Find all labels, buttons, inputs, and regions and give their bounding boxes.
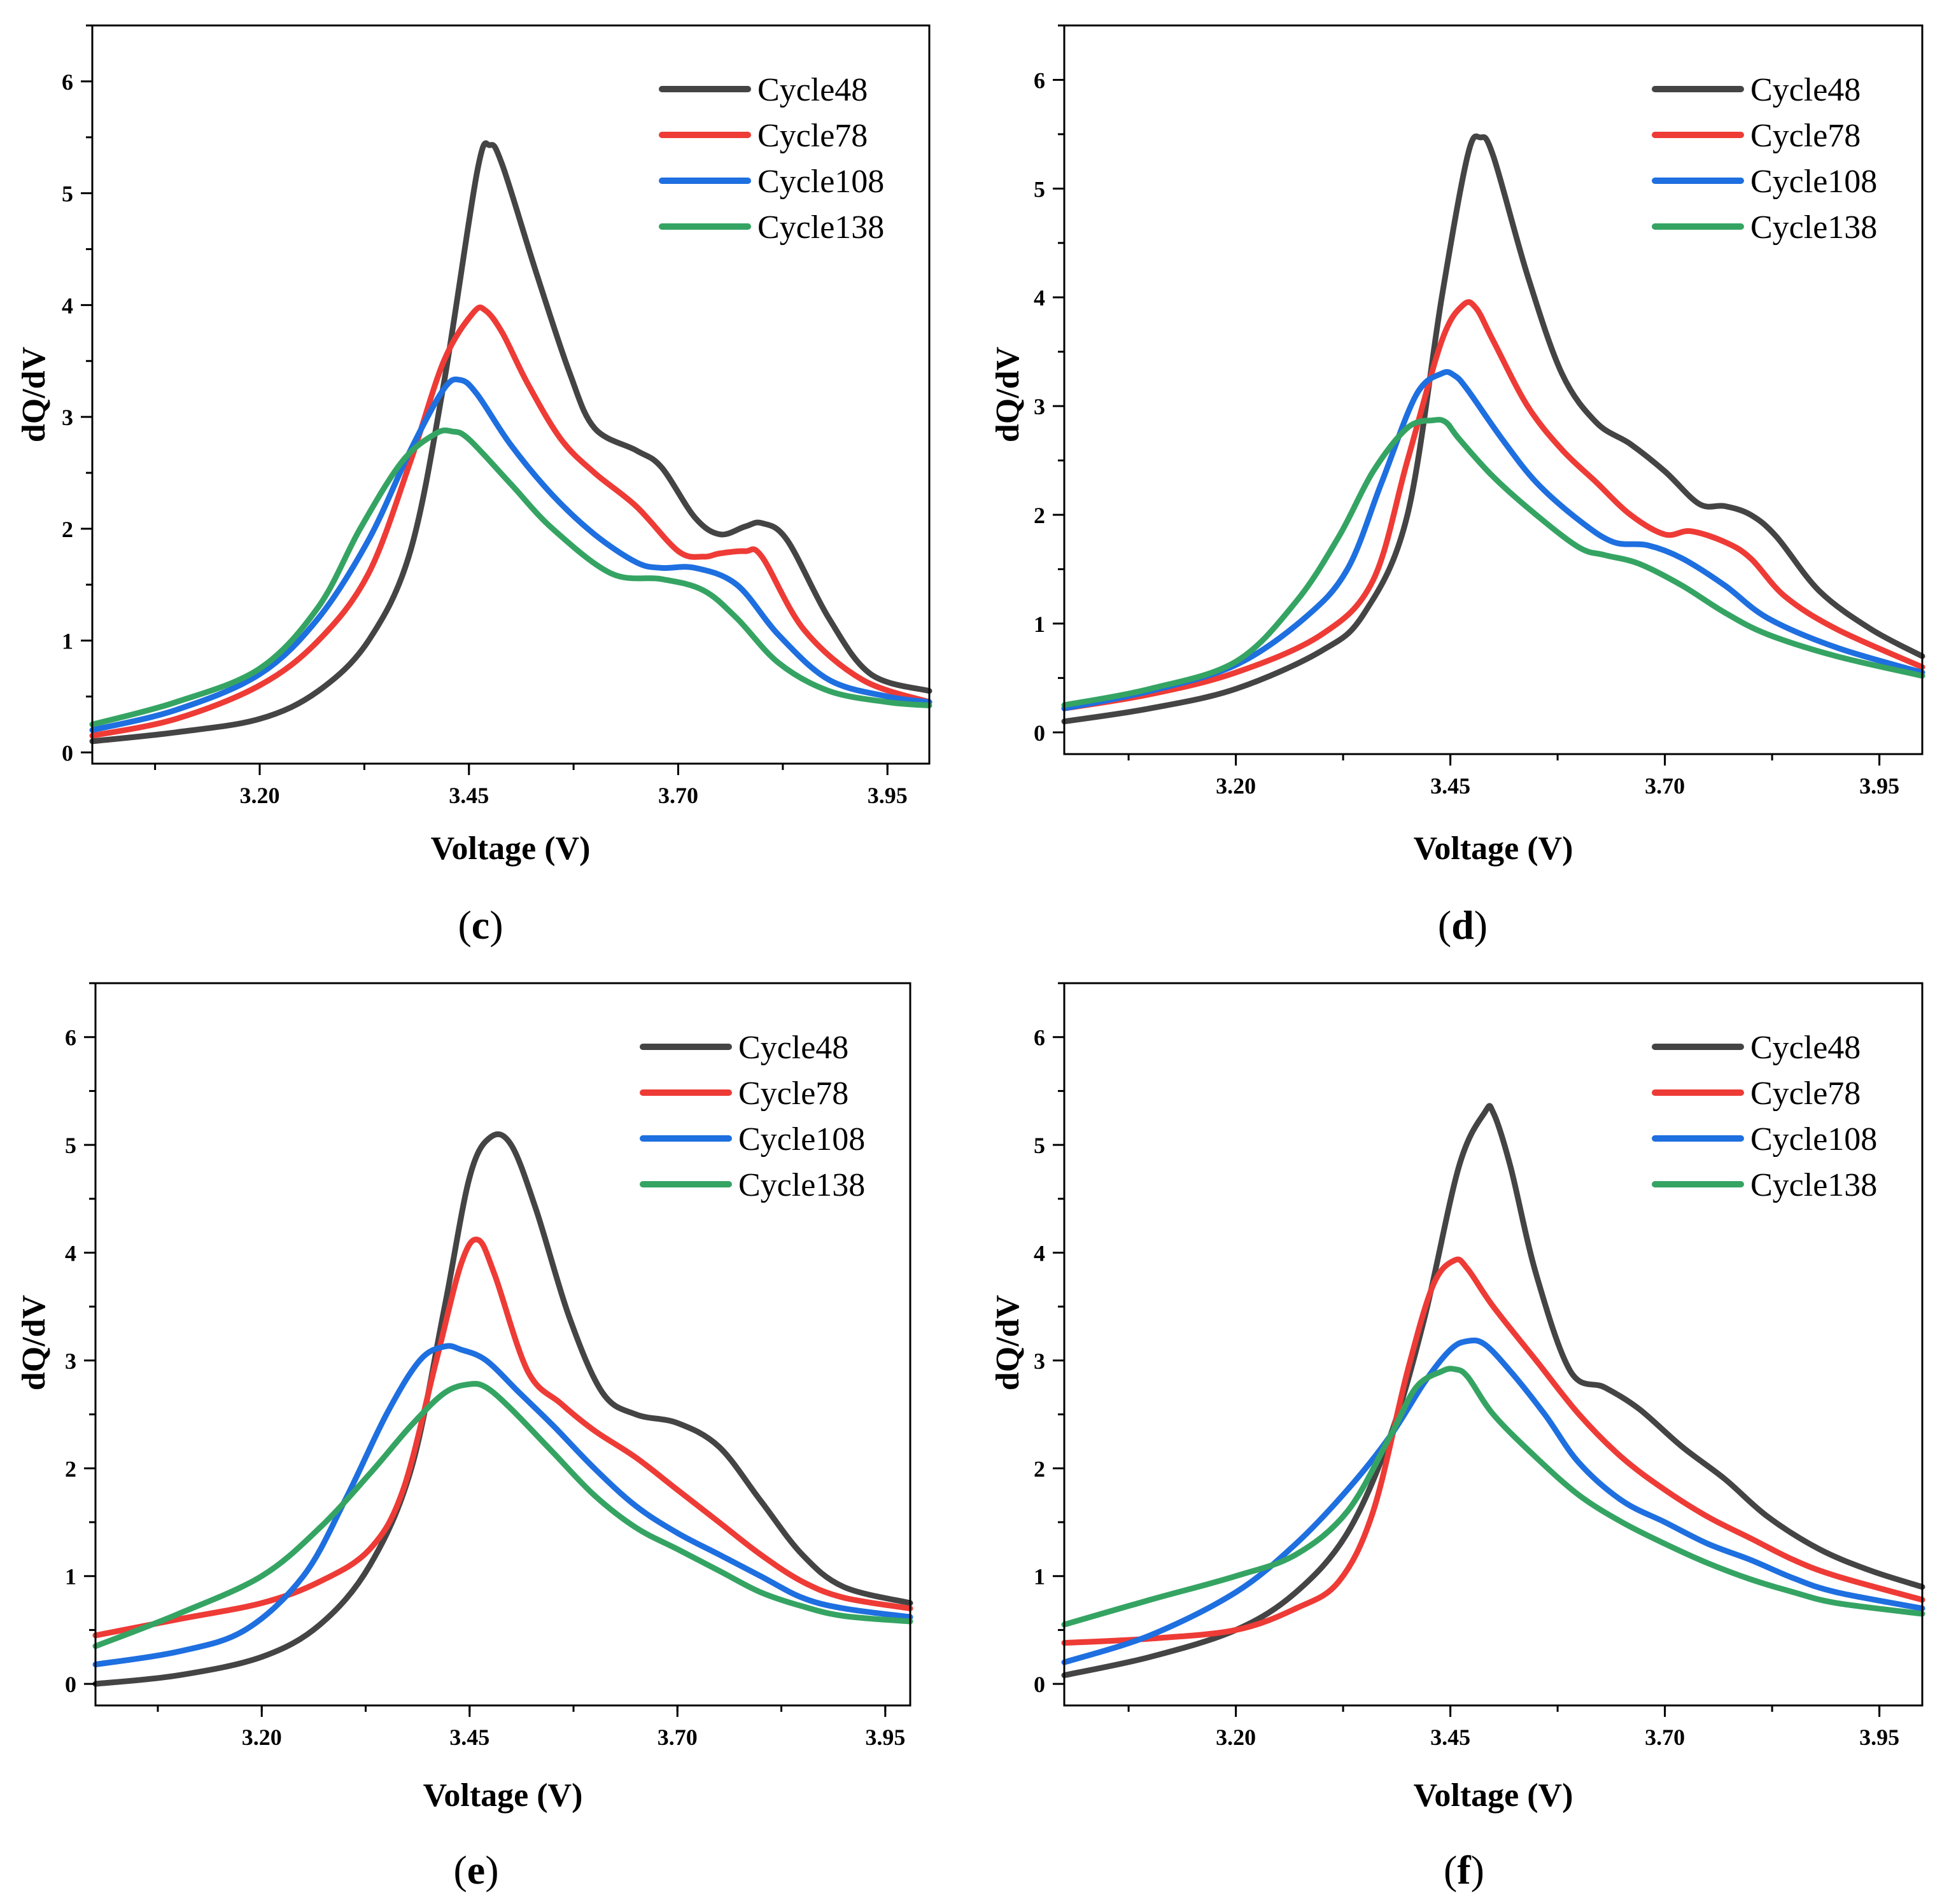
y-tick-label: 2 xyxy=(1034,1456,1045,1481)
legend-label-cycle138: Cycle138 xyxy=(738,1167,865,1203)
x-tick-label: 3.20 xyxy=(240,783,280,808)
x-tick-label: 3.95 xyxy=(865,1725,905,1750)
y-tick-label: 3 xyxy=(62,405,73,430)
series-line-cycle138 xyxy=(92,1380,913,1649)
series-line-cycle108 xyxy=(1061,369,1925,711)
x-tick-label: 3.45 xyxy=(1430,1725,1470,1750)
legend-label-cycle108: Cycle108 xyxy=(738,1121,865,1158)
x-tick-label: 3.95 xyxy=(868,783,908,808)
x-axis-title: Voltage (V) xyxy=(423,1777,583,1814)
series-line-cycle108 xyxy=(1061,1337,1925,1665)
series-line-cycle108 xyxy=(89,376,932,733)
legend-label-cycle48: Cycle48 xyxy=(1750,1030,1861,1066)
series-line-cycle78 xyxy=(89,304,932,739)
series-line-cycle48 xyxy=(1061,1103,1925,1679)
x-tick-label: 3.45 xyxy=(449,783,489,808)
panel-label: (f) xyxy=(1444,1847,1484,1893)
series-line-cycle78 xyxy=(1061,1256,1925,1646)
x-tick-label: 3.70 xyxy=(658,783,698,808)
legend-label-cycle138: Cycle138 xyxy=(1750,209,1877,246)
y-tick-label: 2 xyxy=(1034,503,1045,528)
y-tick-label: 2 xyxy=(65,1456,76,1481)
series-line-cycle78 xyxy=(92,1236,913,1639)
y-tick-label: 3 xyxy=(1034,394,1045,419)
plot-frame xyxy=(1063,982,1924,1707)
panel-label: (c) xyxy=(458,902,503,948)
x-tick-label: 3.70 xyxy=(658,1725,698,1750)
y-axis-title: dQ/dV xyxy=(16,1295,52,1390)
y-tick-label: 4 xyxy=(62,293,73,318)
x-tick-label: 3.20 xyxy=(1216,1725,1256,1750)
y-tick-label: 4 xyxy=(1034,1241,1045,1266)
x-tick-label: 3.45 xyxy=(449,1725,489,1750)
x-axis-title: Voltage (V) xyxy=(1414,830,1573,867)
panel-e: 3.20 3.45 3.70 3.95 0 1 2 3 4 5 6 Cycle48 Cycle78 Cy… xyxy=(16,982,913,1893)
legend-label-cycle78: Cycle78 xyxy=(1750,1075,1861,1112)
y-tick-label: 0 xyxy=(65,1672,76,1697)
series-line-cycle78 xyxy=(1061,299,1925,711)
series-line-cycle48 xyxy=(92,1131,913,1687)
plot-frame xyxy=(1063,24,1924,755)
y-tick-label: 0 xyxy=(1034,720,1045,746)
series-line-cycle48 xyxy=(89,140,932,745)
y-tick-label: 2 xyxy=(62,517,73,542)
legend-label-cycle108: Cycle108 xyxy=(757,164,884,200)
y-tick-label: 3 xyxy=(65,1348,76,1374)
y-tick-label: 5 xyxy=(62,181,73,207)
y-tick-label: 1 xyxy=(1034,1564,1045,1590)
legend-label-cycle78: Cycle78 xyxy=(738,1075,848,1112)
y-tick-label: 0 xyxy=(1034,1672,1045,1697)
legend-label-cycle78: Cycle78 xyxy=(757,118,868,154)
y-tick-label: 6 xyxy=(1034,1025,1045,1051)
legend-label-cycle138: Cycle138 xyxy=(1750,1167,1877,1203)
x-tick-label: 3.20 xyxy=(242,1725,282,1750)
x-axis-title: Voltage (V) xyxy=(1414,1777,1573,1814)
series-line-cycle48 xyxy=(1061,133,1925,725)
panel-label: (e) xyxy=(453,1847,498,1893)
legend-label-cycle108: Cycle108 xyxy=(1750,164,1877,200)
y-tick-label: 3 xyxy=(1034,1348,1045,1374)
plot-frame xyxy=(91,24,931,765)
x-tick-label: 3.70 xyxy=(1645,773,1685,799)
legend-label-cycle48: Cycle48 xyxy=(757,72,868,108)
panel-f: 3.20 3.45 3.70 3.95 0 1 2 3 4 5 6 Cycle48 Cycle78 Cy… xyxy=(990,982,1925,1893)
y-tick-label: 0 xyxy=(62,740,73,766)
series-line-cycle138 xyxy=(1061,417,1925,708)
legend-label-cycle108: Cycle108 xyxy=(1750,1121,1877,1158)
legend-label-cycle48: Cycle48 xyxy=(1750,72,1861,108)
y-tick-label: 6 xyxy=(1034,67,1045,93)
x-axis-title: Voltage (V) xyxy=(431,830,591,867)
y-tick-label: 5 xyxy=(65,1133,76,1158)
y-tick-label: 4 xyxy=(65,1241,76,1266)
x-tick-label: 3.70 xyxy=(1645,1725,1685,1750)
x-tick-label: 3.20 xyxy=(1216,773,1256,799)
series-line-cycle138 xyxy=(89,427,932,727)
series-line-cycle108 xyxy=(92,1343,913,1668)
y-axis-title: dQ/dV xyxy=(990,1295,1026,1390)
y-tick-label: 1 xyxy=(62,629,73,654)
y-tick-label: 1 xyxy=(1034,612,1045,637)
y-tick-label: 6 xyxy=(65,1025,76,1051)
plot-frame xyxy=(94,982,911,1707)
legend-label-cycle138: Cycle138 xyxy=(757,209,884,246)
y-axis-title: dQ/dV xyxy=(990,347,1026,442)
x-tick-label: 3.45 xyxy=(1430,773,1470,799)
panel-d: 3.20 3.45 3.70 3.95 0 1 2 3 4 5 6 Cycle48 Cycle78 Cy… xyxy=(990,24,1925,948)
y-tick-label: 5 xyxy=(1034,1133,1045,1158)
series-line-cycle138 xyxy=(1061,1366,1925,1628)
y-tick-label: 6 xyxy=(62,69,73,95)
panel-c: 3.20 3.45 3.70 3.95 0 1 2 3 4 5 6 Cycle48 Cycle78 Cy… xyxy=(16,24,932,948)
y-tick-label: 4 xyxy=(1034,285,1045,311)
y-tick-label: 1 xyxy=(65,1564,76,1590)
legend-label-cycle78: Cycle78 xyxy=(1750,118,1861,154)
x-tick-label: 3.95 xyxy=(1859,1725,1899,1750)
panel-label: (d) xyxy=(1438,902,1488,948)
legend-label-cycle48: Cycle48 xyxy=(738,1030,848,1066)
y-tick-label: 5 xyxy=(1034,176,1045,202)
y-axis-title: dQ/dV xyxy=(16,347,52,442)
x-tick-label: 3.95 xyxy=(1859,773,1899,799)
